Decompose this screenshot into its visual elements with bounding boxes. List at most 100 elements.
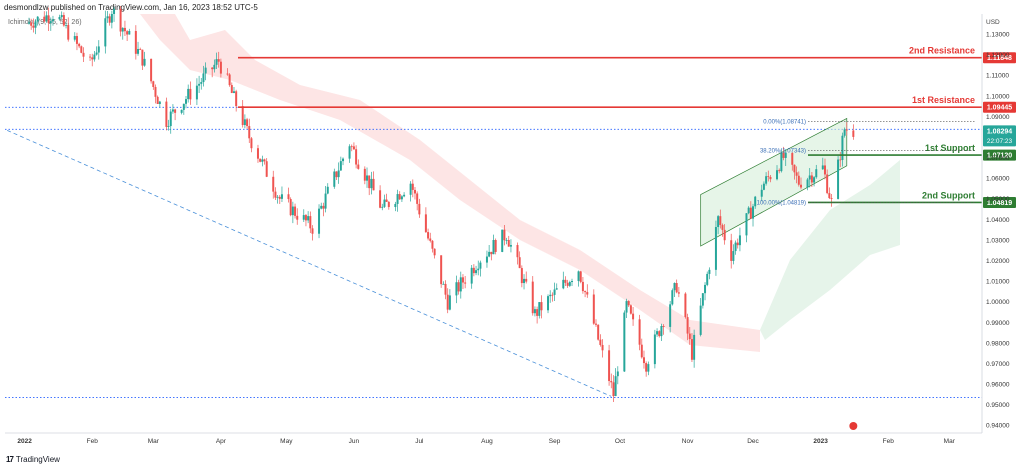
level-price-tag-2	[983, 149, 1016, 161]
candle-body-2	[32, 25, 35, 28]
candle-body-60	[211, 67, 214, 70]
candle-body-3	[34, 21, 37, 28]
candle-body-31	[121, 27, 124, 32]
candle-body-175	[562, 279, 565, 289]
candle-body-169	[540, 302, 543, 311]
candle-body-146	[472, 267, 475, 274]
candle-body-62	[215, 59, 218, 65]
candle-body-144	[464, 282, 467, 284]
candle-body-65	[226, 73, 229, 75]
fib-label-2: 100.00%(1.04819)	[757, 200, 806, 206]
candle-body-248	[782, 152, 785, 158]
x-tick-2: Mar	[148, 438, 160, 445]
candle-body-171	[549, 294, 552, 297]
candle-body-9	[51, 19, 54, 22]
candle-body-91	[304, 215, 307, 221]
candle-body-85	[287, 194, 290, 200]
candle-body-97	[322, 205, 325, 209]
y-tick-16: 0.97000	[986, 361, 1010, 368]
candle-body-162	[520, 268, 523, 284]
candle-body-201	[640, 344, 643, 358]
candle-body-164	[525, 278, 528, 282]
candle-body-99	[326, 186, 329, 194]
candle-body-209	[662, 325, 665, 327]
candle-body-224	[708, 269, 711, 274]
level-label-2: 1st Support	[925, 143, 975, 153]
chart-axes: USD 1.13000 1.12000 1.11000 1.10000 1.09000 1.…	[5, 14, 1016, 445]
candle-body-10	[58, 17, 61, 20]
candle-body-260	[821, 165, 824, 170]
candle-body-129	[418, 203, 421, 215]
candle-body-245	[776, 170, 779, 180]
y-tick-4: 1.09000	[986, 114, 1010, 121]
candle-body-140	[455, 282, 458, 296]
candle-body-102	[337, 170, 340, 178]
candle-body-258	[813, 177, 816, 183]
candle-body-121	[396, 194, 399, 204]
candle-body-263	[828, 193, 831, 199]
bullish-cloud	[760, 160, 900, 340]
candle-body-180	[577, 271, 580, 281]
candle-body-100	[333, 171, 336, 187]
y-tick-2: 1.11000	[986, 73, 1009, 80]
candle-body-193	[614, 376, 617, 397]
candle-body-111	[366, 175, 369, 181]
candle-body-232	[734, 242, 737, 252]
candle-body-237	[749, 207, 752, 219]
candle-body-63	[217, 59, 220, 62]
candle-body-190	[608, 350, 611, 382]
y-tick-3: 1.10000	[986, 93, 1010, 100]
candle-body-197	[627, 301, 630, 306]
candle-body-170	[547, 296, 550, 311]
candle-body-158	[507, 239, 510, 247]
candle-body-103	[339, 161, 342, 171]
candle-body-235	[745, 213, 748, 236]
candle-body-240	[760, 189, 763, 197]
candle-body-221	[701, 293, 704, 306]
level-price-3: 1.04819	[987, 200, 1012, 207]
candle-body-249	[784, 153, 787, 158]
candle-body-211	[671, 290, 674, 305]
bearish-cloud	[140, 14, 760, 352]
candle-body-163	[523, 278, 526, 284]
candle-body-261	[823, 165, 826, 175]
candle-body-262	[826, 174, 829, 194]
candle-body-130	[424, 214, 427, 233]
candle-body-39	[143, 58, 146, 66]
candle-body-36	[137, 49, 140, 54]
candle-body-7	[47, 15, 50, 24]
candle-body-50	[180, 109, 183, 113]
candle-body-155	[501, 229, 504, 252]
candle-body-181	[579, 271, 582, 282]
x-tick-8: Sep	[549, 438, 561, 445]
candle-body-98	[324, 193, 327, 209]
candle-body-44	[158, 101, 161, 105]
x-tick-1: Feb	[87, 438, 99, 445]
candle-body-269	[845, 129, 848, 131]
candle-body-182	[581, 281, 584, 292]
candle-body-152	[490, 251, 493, 255]
indicator-label[interactable]: Ichimoku (9, 26, 52, 26)	[8, 19, 82, 26]
x-tick-9: Oct	[615, 438, 625, 445]
candle-body-251	[793, 164, 796, 173]
candle-body-23	[95, 52, 98, 55]
candle-body-174	[555, 288, 558, 290]
x-tick-4: May	[280, 438, 293, 445]
level-price-1: 1.09445	[987, 105, 1012, 112]
candle-body-124	[403, 194, 406, 197]
y-tick-11: 1.02000	[986, 258, 1010, 265]
candle-body-25	[104, 18, 107, 47]
candle-body-141	[457, 282, 460, 292]
candle-body-52	[185, 99, 188, 104]
tradingview-logo[interactable]: 17 TradingView	[6, 455, 60, 464]
y-tick-17: 0.96000	[986, 382, 1010, 389]
candle-body-147	[475, 270, 478, 274]
y-tick-15: 0.98000	[986, 340, 1010, 347]
candle-body-81	[274, 191, 277, 198]
candle-body-256	[808, 175, 811, 180]
candle-body-242	[765, 176, 768, 184]
candlesticks	[27, 5, 855, 403]
candle-body-32	[123, 27, 126, 32]
candle-body-148	[477, 268, 480, 271]
